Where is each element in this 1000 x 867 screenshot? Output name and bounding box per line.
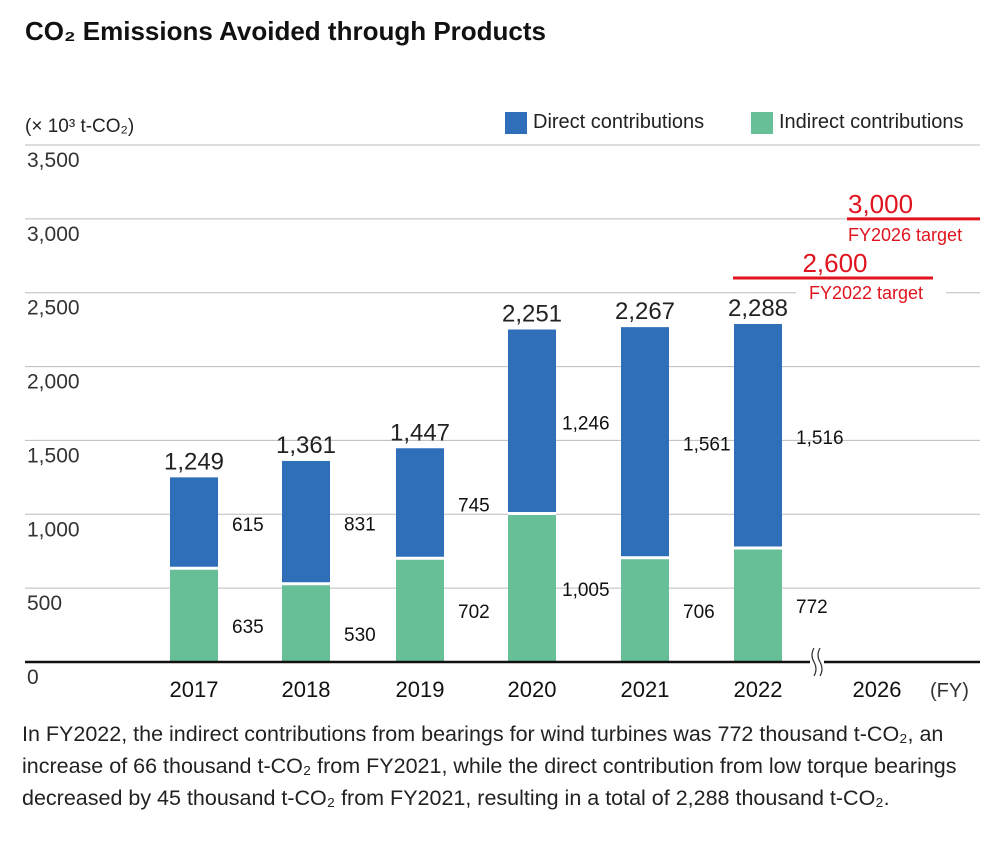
- y-tick-label: 1,500: [27, 444, 80, 467]
- bar-indirect: [508, 513, 556, 662]
- label-direct: 615: [232, 515, 264, 536]
- y-tick-label: 2,500: [27, 297, 80, 320]
- bar-indirect: [621, 557, 669, 662]
- y-tick-label: 2,000: [27, 371, 80, 394]
- y-tick-label: 3,500: [27, 149, 80, 172]
- chart-note: In FY2022, the indirect contributions fr…: [22, 722, 957, 810]
- y-tick-label: 3,000: [27, 223, 80, 246]
- target-value-fy2022: 2,600: [802, 248, 867, 278]
- legend-direct: Direct contributions: [505, 111, 704, 134]
- y-tick-label: 1,000: [27, 518, 80, 541]
- x-tick-label: 2017: [170, 677, 219, 702]
- x-tick-label: 2026: [853, 677, 902, 702]
- legend-swatch-direct: [505, 111, 527, 134]
- label-direct: 831: [344, 514, 376, 535]
- x-tick-label: 2018: [282, 677, 331, 702]
- bar-indirect: [170, 568, 218, 662]
- chart-title: CO₂ Emissions Avoided through Products: [25, 16, 547, 46]
- x-axis-unit: (FY): [930, 680, 969, 702]
- axis-break-icon: [811, 647, 823, 677]
- x-tick-label: 2019: [396, 677, 445, 702]
- label-indirect: 1,005: [562, 580, 610, 601]
- target-value-fy2026: 3,000: [848, 189, 913, 219]
- legend-indirect: Indirect contributions: [751, 111, 964, 134]
- y-tick-label: 500: [27, 592, 62, 615]
- bar-direct: [508, 329, 556, 514]
- total-label: 2,267: [615, 298, 675, 325]
- x-tick-label: 2020: [508, 677, 557, 702]
- bar-indirect: [734, 547, 782, 662]
- label-direct: 1,561: [683, 434, 731, 455]
- label-indirect: 530: [344, 625, 376, 646]
- axis-break-gap: [810, 645, 824, 675]
- label-indirect: 635: [232, 617, 264, 638]
- target-label-fy2026: FY2026 target: [848, 225, 962, 245]
- x-tick-label: 2022: [734, 677, 783, 702]
- total-label: 1,249: [164, 449, 224, 476]
- label-direct: 1,516: [796, 428, 844, 449]
- legend-label-indirect: Indirect contributions: [779, 111, 964, 133]
- bar-direct: [734, 324, 782, 548]
- label-direct: 745: [458, 495, 490, 516]
- legend-swatch-indirect: [751, 111, 773, 134]
- total-label: 2,288: [728, 295, 788, 322]
- target-label-bg: [796, 281, 946, 304]
- bar-direct: [282, 460, 330, 584]
- bar-direct: [170, 477, 218, 569]
- label-indirect: 706: [683, 602, 715, 623]
- total-label: 1,447: [390, 419, 450, 446]
- bar-direct: [396, 448, 444, 559]
- bar-indirect: [282, 583, 330, 662]
- legend-label-direct: Direct contributions: [533, 111, 705, 133]
- label-direct: 1,246: [562, 414, 610, 435]
- plot-area: 0 500 1,000 1,500 2,000 2,500 3,000 3,500 635 615…: [25, 144, 980, 702]
- bar-direct: [621, 327, 669, 558]
- label-indirect: 702: [458, 602, 490, 623]
- y-axis-unit: (× 10³ t-CO₂): [25, 116, 135, 137]
- label-indirect: 772: [796, 597, 828, 618]
- total-label: 1,361: [276, 432, 336, 459]
- y-tick-label: 0: [27, 666, 39, 689]
- x-tick-label: 2021: [621, 677, 670, 702]
- total-label: 2,251: [502, 300, 562, 327]
- bar-indirect: [396, 558, 444, 662]
- target-label-fy2022: FY2022 target: [809, 283, 923, 303]
